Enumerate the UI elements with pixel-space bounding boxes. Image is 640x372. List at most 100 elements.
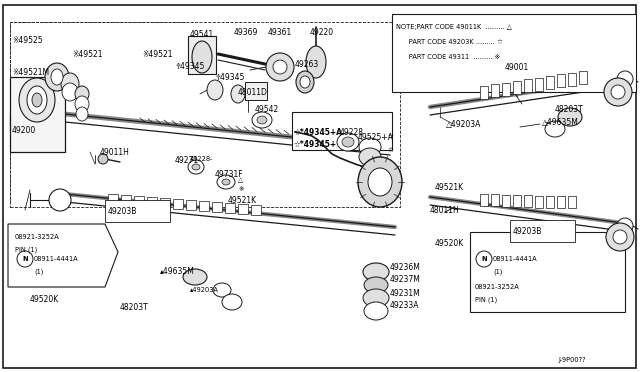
Text: PIN (1): PIN (1) (15, 247, 37, 253)
Text: 48203T: 48203T (555, 105, 584, 113)
Ellipse shape (188, 160, 204, 174)
Ellipse shape (192, 41, 212, 73)
Ellipse shape (359, 148, 381, 166)
Text: (1): (1) (493, 269, 502, 275)
Text: 49521K: 49521K (228, 196, 257, 205)
Bar (502, 195, 510, 206)
Text: PART CODE 49203K ......... ☆: PART CODE 49203K ......... ☆ (396, 39, 503, 45)
Bar (557, 196, 565, 208)
Ellipse shape (192, 164, 200, 170)
Text: 49228-: 49228- (190, 156, 214, 162)
Ellipse shape (252, 112, 272, 128)
Bar (546, 196, 554, 208)
Bar (579, 71, 587, 84)
Ellipse shape (266, 53, 294, 81)
Polygon shape (8, 224, 118, 287)
Ellipse shape (27, 86, 47, 114)
Ellipse shape (45, 63, 69, 91)
Text: ※49525: ※49525 (12, 35, 43, 45)
Text: (1): (1) (34, 269, 44, 275)
Text: 49203B: 49203B (513, 227, 542, 235)
Ellipse shape (217, 175, 235, 189)
Bar (535, 78, 543, 91)
Text: 08921-3252A: 08921-3252A (15, 234, 60, 240)
Bar (491, 194, 499, 206)
Ellipse shape (306, 46, 326, 78)
Text: 49541: 49541 (190, 29, 214, 38)
Text: N: N (22, 256, 28, 262)
Text: ▴49635M: ▴49635M (160, 267, 195, 276)
Ellipse shape (558, 108, 582, 126)
Text: ▴49203A: ▴49203A (190, 287, 219, 293)
Ellipse shape (545, 121, 565, 137)
Ellipse shape (359, 138, 381, 156)
Bar (186, 200, 196, 210)
Bar (108, 194, 118, 204)
Bar (480, 194, 488, 206)
Text: 49271: 49271 (175, 155, 199, 164)
Bar (513, 195, 521, 207)
Bar (188, 36, 216, 74)
Text: △49203A: △49203A (446, 119, 481, 128)
Text: 49237M: 49237M (390, 276, 421, 285)
Text: 49521K: 49521K (435, 183, 464, 192)
Bar (147, 197, 157, 207)
Text: 49203B: 49203B (108, 206, 138, 215)
Bar (557, 74, 565, 87)
Ellipse shape (32, 93, 42, 107)
Ellipse shape (364, 302, 388, 320)
Text: N: N (481, 256, 487, 262)
Bar (245, 82, 267, 100)
Ellipse shape (337, 133, 359, 151)
Ellipse shape (257, 116, 267, 124)
Text: 49011H: 49011H (100, 148, 130, 157)
Text: ☆: ☆ (388, 147, 394, 153)
Ellipse shape (296, 71, 314, 93)
Ellipse shape (606, 223, 634, 251)
Ellipse shape (611, 85, 625, 99)
Bar (546, 76, 554, 89)
Ellipse shape (19, 78, 55, 122)
Bar (510, 220, 575, 242)
Ellipse shape (61, 73, 79, 95)
Bar (10, 22, 400, 207)
Ellipse shape (75, 96, 89, 112)
Ellipse shape (76, 107, 88, 121)
Text: 49520K: 49520K (30, 295, 60, 305)
Ellipse shape (368, 168, 392, 196)
Text: ☆*49345+A: ☆*49345+A (294, 128, 343, 137)
Ellipse shape (17, 251, 33, 267)
Ellipse shape (231, 85, 245, 103)
Ellipse shape (342, 137, 354, 147)
Text: 49233A: 49233A (390, 301, 419, 311)
Text: ☆*49345+: ☆*49345+ (294, 140, 337, 148)
Text: 49369: 49369 (234, 28, 259, 36)
Bar (513, 81, 521, 94)
Ellipse shape (75, 86, 89, 102)
Text: ※49521M: ※49521M (12, 67, 49, 77)
Bar (568, 196, 576, 208)
Ellipse shape (222, 294, 242, 310)
Ellipse shape (98, 154, 108, 164)
Bar (480, 86, 488, 99)
Text: 49520K: 49520K (435, 240, 464, 248)
Bar (225, 203, 235, 213)
Text: 48011D: 48011D (238, 87, 268, 96)
Text: ☦49345: ☦49345 (215, 73, 244, 81)
Text: 08911-4441A: 08911-4441A (493, 256, 538, 262)
Text: 48011H: 48011H (430, 205, 460, 215)
Bar (535, 196, 543, 208)
Text: 49542: 49542 (255, 105, 279, 113)
Text: 08921-3252A: 08921-3252A (475, 284, 520, 290)
Ellipse shape (613, 230, 627, 244)
Text: PIN (1): PIN (1) (475, 297, 497, 303)
Text: 49200: 49200 (12, 125, 36, 135)
Text: 49263: 49263 (295, 60, 319, 68)
Ellipse shape (617, 218, 633, 234)
Bar (491, 84, 499, 97)
Bar (199, 201, 209, 211)
Bar (251, 205, 261, 215)
Ellipse shape (62, 83, 78, 101)
Bar (173, 199, 183, 209)
Ellipse shape (222, 179, 230, 185)
